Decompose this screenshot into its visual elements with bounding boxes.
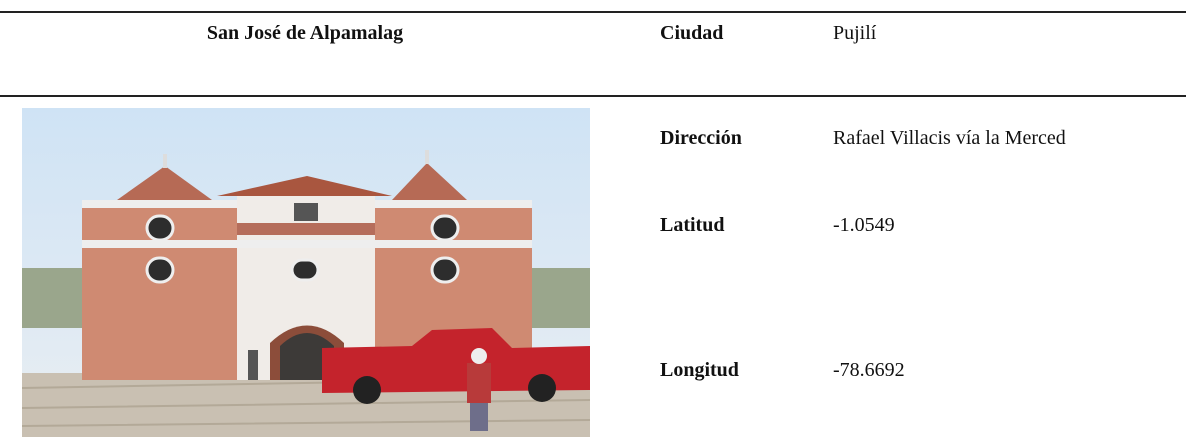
row-label: Dirección <box>660 127 742 149</box>
row-value: Pujilí <box>833 22 877 44</box>
row-value: -78.6692 <box>833 359 905 381</box>
place-title: San José de Alpamalag <box>206 22 404 44</box>
row-label: Ciudad <box>660 22 724 44</box>
row-label: Latitud <box>660 214 725 236</box>
church-photo <box>22 108 590 437</box>
row-value: -1.0549 <box>833 214 895 236</box>
row-value: Rafael Villacis vía la Merced <box>833 127 1066 149</box>
top-rule <box>0 11 1186 13</box>
row-label: Longitud <box>660 359 739 381</box>
header-rule <box>0 95 1186 97</box>
